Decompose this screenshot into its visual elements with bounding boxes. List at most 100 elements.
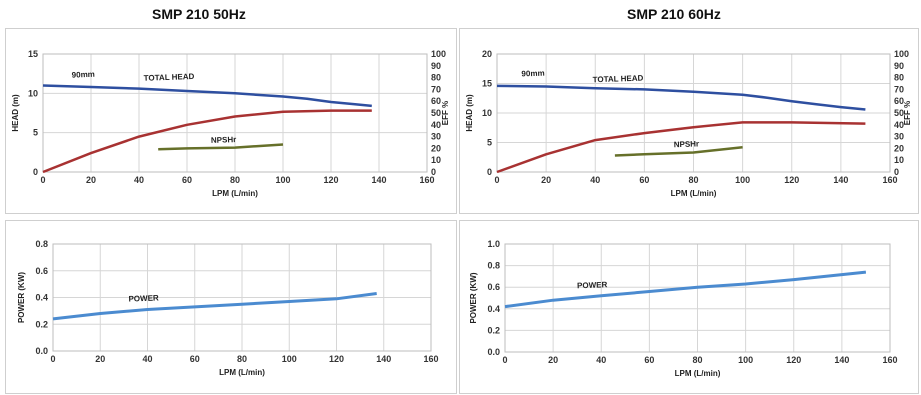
y-tick-label: 15 [482, 79, 492, 89]
annotation-label: NPSHr [211, 135, 237, 145]
y2-tick-label: 80 [894, 73, 904, 83]
x-tick-label: 160 [423, 354, 438, 364]
series-line-efficiency [42, 109, 372, 174]
x-tick-label: 40 [134, 175, 144, 185]
x-tick-label: 40 [142, 354, 152, 364]
x-tick-label: 100 [282, 354, 297, 364]
x-tick-label: 160 [882, 355, 897, 365]
x-axis-label: LPM (L/min) [219, 368, 265, 377]
y2-tick-label: 60 [431, 96, 441, 106]
y2-tick-label: 100 [431, 49, 446, 59]
y2-tick-label: 100 [894, 49, 909, 59]
y2-tick-label: 20 [431, 143, 441, 153]
x-tick-label: 0 [40, 175, 45, 185]
x-tick-label: 80 [692, 355, 702, 365]
annotation-label: 90mm [521, 69, 544, 79]
y2-tick-label: 70 [894, 84, 904, 94]
x-tick-label: 40 [596, 355, 606, 365]
y2-tick-label: 0 [431, 167, 436, 177]
power-chart-60hz-plot: 0 20 40 60 80 100 120 140 160 0.0 0.2 0.4 0.6 0.8 1.0 P… [469, 239, 898, 378]
head-chart-60hz: 0 20 40 60 80 100 120 140 160 0 5 10 15 20 0 10 20 30 40 50… [459, 28, 919, 214]
head-chart-50hz-plot: 0 20 40 60 80 100 120 140 1600510150102030405060… [11, 49, 450, 198]
y-tick-label: 0.4 [35, 293, 48, 303]
series-line-power [52, 292, 377, 321]
y-tick-label: 0.0 [487, 347, 500, 357]
x-tick-label: 0 [494, 175, 499, 185]
x-tick-label: 120 [323, 175, 338, 185]
series-line-power [504, 270, 867, 309]
x-tick-label: 60 [190, 354, 200, 364]
series-line-efficiency [496, 121, 866, 174]
x-tick-label: 100 [738, 355, 753, 365]
y-tick-label: 0.6 [35, 266, 48, 276]
head-chart-50hz: 0 20 40 60 80 100 120 140 160 0 5 10 15 0 10 20 30 40 50 60… [5, 28, 457, 214]
y2-tick-label: 0 [894, 167, 899, 177]
y2-tick-label: 30 [894, 132, 904, 142]
x-tick-label: 80 [688, 175, 698, 185]
y2-tick-label: 90 [431, 61, 441, 71]
y-tick-label: 0.8 [487, 261, 500, 271]
x-axis-label: LPM (L/min) [675, 369, 721, 378]
series-line-npshr [158, 143, 284, 151]
power-chart-50hz-plot: 0 20 40 60 80 100 120 140 160 0.0 0.2 0.4 0.6 0.8 POWE… [17, 239, 439, 377]
annotation-label: POWER [577, 280, 608, 290]
x-tick-label: 20 [541, 175, 551, 185]
x-tick-label: 120 [784, 175, 799, 185]
series-line-total-head [496, 84, 866, 111]
y2-tick-label: 90 [894, 61, 904, 71]
x-tick-label: 60 [639, 175, 649, 185]
annotation-label: 90mm [72, 70, 95, 80]
y2-tick-label: 50 [894, 108, 904, 118]
y-axis-label: HEAD (m) [465, 94, 474, 132]
x-tick-label: 120 [786, 355, 801, 365]
annotation-label: POWER [128, 293, 159, 303]
x-axis-label: LPM (L/min) [212, 189, 258, 198]
head-chart-60hz-plot: 0 20 40 60 80 100 120 140 1600510152001020304050… [465, 49, 912, 198]
x-axis-label: LPM (L/min) [671, 189, 717, 198]
y-tick-label: 5 [33, 128, 38, 138]
y2-tick-label: 80 [431, 73, 441, 83]
x-tick-label: 20 [548, 355, 558, 365]
annotation-label: NPSHr [674, 139, 700, 149]
x-tick-label: 140 [371, 175, 386, 185]
x-tick-label: 100 [735, 175, 750, 185]
x-tick-label: 20 [86, 175, 96, 185]
series-line-total-head [42, 84, 372, 108]
x-tick-label: 140 [834, 355, 849, 365]
y-tick-label: 0 [487, 167, 492, 177]
x-tick-label: 120 [329, 354, 344, 364]
y-tick-label: 15 [28, 49, 38, 59]
x-tick-label: 0 [502, 355, 507, 365]
y2-tick-label: 10 [894, 155, 904, 165]
y2-axis-label: EFF % [441, 101, 450, 125]
power-chart-50hz: 0 20 40 60 80 100 120 140 160 0.0 0.2 0.4 0.6 0.8 POWE… [5, 220, 457, 394]
y-tick-label: 10 [28, 88, 38, 98]
y-tick-label: 0.6 [487, 282, 500, 292]
y2-tick-label: 70 [431, 84, 441, 94]
x-tick-label: 60 [644, 355, 654, 365]
x-tick-label: 140 [376, 354, 391, 364]
x-tick-label: 160 [419, 175, 434, 185]
x-tick-label: 140 [833, 175, 848, 185]
y2-tick-label: 40 [894, 120, 904, 130]
y2-axis-label: EFF % [903, 101, 912, 125]
x-tick-label: 80 [230, 175, 240, 185]
x-tick-label: 20 [95, 354, 105, 364]
annotation-label: TOTAL HEAD [593, 74, 644, 85]
y-axis-label: HEAD (m) [11, 94, 20, 132]
y-axis-label: POWER (KW) [17, 272, 26, 323]
y-tick-label: 0 [33, 167, 38, 177]
x-tick-label: 80 [237, 354, 247, 364]
y2-tick-label: 40 [431, 120, 441, 130]
y2-tick-label: 20 [894, 143, 904, 153]
plot-area [496, 53, 891, 173]
y-axis-label: POWER (KW) [469, 272, 478, 323]
x-tick-label: 60 [182, 175, 192, 185]
y-tick-label: 0.4 [487, 304, 500, 314]
x-tick-label: 0 [50, 354, 55, 364]
annotation-label: TOTAL HEAD [144, 72, 195, 83]
y2-tick-label: 60 [894, 96, 904, 106]
y-tick-label: 5 [487, 138, 492, 148]
x-tick-label: 100 [275, 175, 290, 185]
y-tick-label: 0.2 [487, 325, 500, 335]
